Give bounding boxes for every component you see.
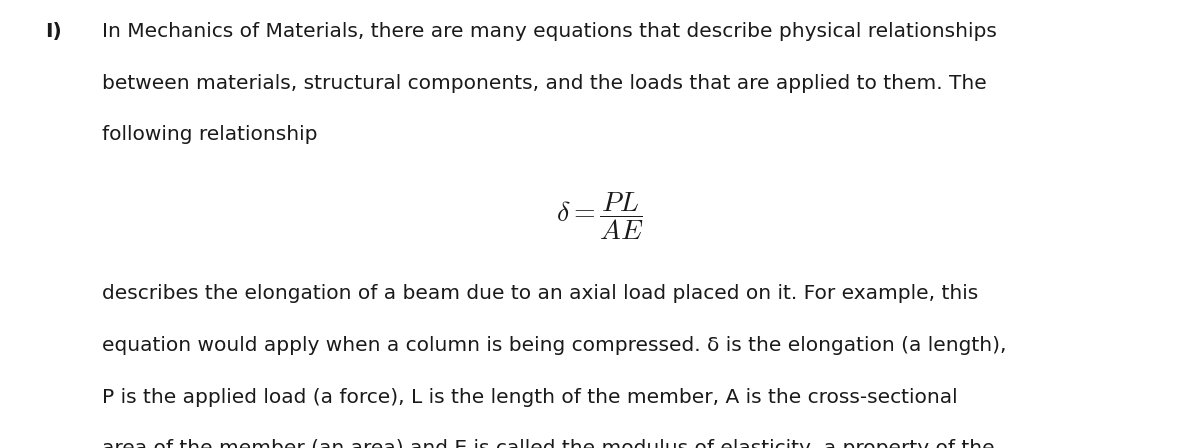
Text: In Mechanics of Materials, there are many equations that describe physical relat: In Mechanics of Materials, there are man… bbox=[102, 22, 997, 41]
Text: area of the member (an area) and E is called the modulus of elasticity, a proper: area of the member (an area) and E is ca… bbox=[102, 439, 995, 448]
Text: I): I) bbox=[46, 22, 62, 41]
Text: $\delta = \dfrac{PL}{AE}$: $\delta = \dfrac{PL}{AE}$ bbox=[556, 190, 644, 242]
Text: describes the elongation of a beam due to an axial load placed on it. For exampl: describes the elongation of a beam due t… bbox=[102, 284, 978, 303]
Text: equation would apply when a column is being compressed. δ is the elongation (a l: equation would apply when a column is be… bbox=[102, 336, 1007, 355]
Text: between materials, structural components, and the loads that are applied to them: between materials, structural components… bbox=[102, 74, 986, 93]
Text: P is the applied load (a force), L is the length of the member, A is the cross-s: P is the applied load (a force), L is th… bbox=[102, 388, 958, 406]
Text: following relationship: following relationship bbox=[102, 125, 318, 144]
